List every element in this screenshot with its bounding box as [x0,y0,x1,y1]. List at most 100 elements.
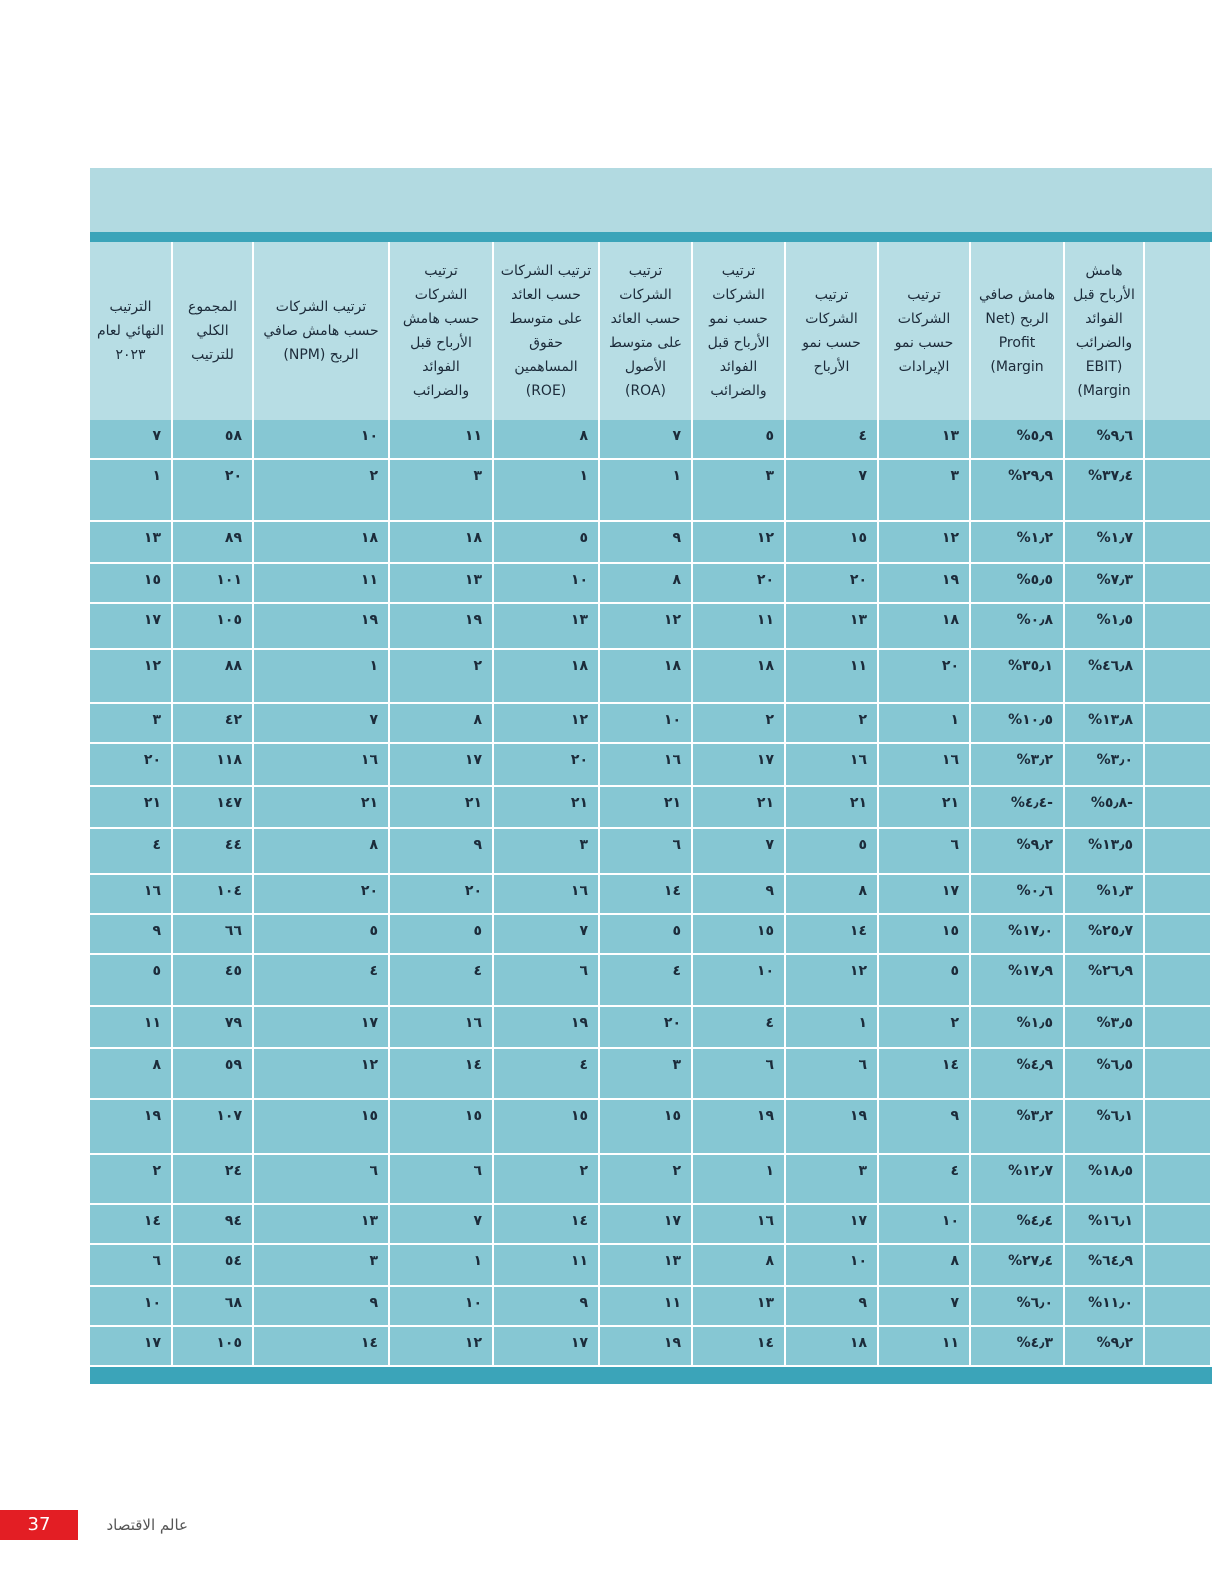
data-cell: ٤ [90,829,173,875]
data-cell: ٦ [693,1049,786,1100]
data-cell: ٢١ [879,787,971,829]
data-cell: ٢ [600,1155,693,1205]
data-cell: %١٫٥ [1065,604,1145,650]
data-cell: ١٥ [390,1100,494,1155]
cell-text: ١١ [143,1015,161,1031]
data-cell: ٦ [786,1049,879,1100]
data-cell: ٤ [786,420,879,460]
data-cell: ١ [390,1245,494,1287]
cell-text: %٤٦٫٨ [1088,658,1133,674]
cell-text: ١٤ [756,1335,774,1351]
cell-text: ١٥ [756,923,774,939]
data-cell: ٥٤ [173,1245,254,1287]
data-cell: ٧٩ [173,1007,254,1049]
cell-text: ٧ [672,428,681,444]
data-cell: ٨ [254,829,390,875]
data-cell: ١٨ [494,650,600,704]
data-cell: ١٢ [494,704,600,744]
cell-text: ٤ [152,837,161,853]
data-cell [1145,787,1212,829]
cell-text: ٩ [858,1295,867,1311]
data-cell: ٥ [879,955,971,1007]
cell-text: ١٦ [143,883,161,899]
data-cell: ٣ [494,829,600,875]
cell-text: ١٨ [360,530,378,546]
cell-text: ١٦ [464,1015,482,1031]
data-cell: ٢١ [90,787,173,829]
data-cell: ١٣ [494,604,600,650]
cell-text: ١٤ [849,923,867,939]
data-cell: ٢ [390,650,494,704]
data-cell: ٦ [494,955,600,1007]
cell-text: ١٨ [756,658,774,674]
data-cell: ٥٩ [173,1049,254,1100]
data-cell: ١٢ [786,955,879,1007]
cell-text: ١٩ [464,612,482,628]
data-cell: ١٧ [600,1205,693,1245]
data-cell: %٩٫٢ [971,829,1065,875]
cell-text: ٢١ [756,795,774,811]
cell-text: %١٨٫٥ [1088,1163,1133,1179]
cell-text: ٢٠ [941,658,959,674]
data-cell [1145,1287,1212,1327]
cell-text: ١٣ [143,530,161,546]
data-cell: ١ [786,1007,879,1049]
cell-text: ٢٠ [143,752,161,768]
data-cell: ٤٥ [173,955,254,1007]
cell-text: ١٧ [143,1335,161,1351]
cell-text: %٩٫٢ [1096,1335,1133,1351]
data-cell: ١٨ [254,522,390,564]
cell-text: ٢ [152,1163,161,1179]
cell-text: %٥٫٩ [1016,428,1053,444]
data-cell: ٧ [879,1287,971,1327]
data-cell: %١٫٧ [1065,522,1145,564]
data-cell: ١٧ [90,1327,173,1367]
cell-text: ٢ [765,712,774,728]
data-cell: %٢٩٫٩ [971,460,1065,522]
cell-text: ٦ [579,963,588,979]
page-number: 37 [0,1510,78,1540]
data-cell: ٢٠ [693,564,786,604]
data-cell: ١٩ [254,604,390,650]
cell-text: %١٣٫٨ [1088,712,1133,728]
cell-text: ١ [152,468,161,484]
cell-text: ١٣ [941,428,959,444]
data-cell: ١٦ [786,744,879,787]
cell-text: ١٢ [360,1057,378,1073]
cell-text: ١٤٧ [216,795,242,811]
data-cell: ١١ [879,1327,971,1367]
data-cell: ٤ [494,1049,600,1100]
cell-text: ٢١ [360,795,378,811]
data-cell: %٤٦٫٨ [1065,650,1145,704]
data-cell: ٢٠ [254,875,390,915]
cell-text: ٩ [579,1295,588,1311]
cell-text: ترتيب الشركات حسب العائد على متوسط الأصو… [608,263,683,399]
cell-text: ترتيب الشركات حسب هامش الأرباح قبل الفوا… [402,263,480,399]
data-cell: ٩ [254,1287,390,1327]
cell-text: %١٫٧ [1096,530,1133,546]
cell-text: ٩ [369,1295,378,1311]
data-cell: ٤ [254,955,390,1007]
data-cell: ٢٠ [786,564,879,604]
cell-text: ١١ [849,658,867,674]
data-cell: ١ [600,460,693,522]
cell-text: ١٤ [143,1213,161,1229]
data-cell: ٩ [693,875,786,915]
cell-text: ٩٤ [224,1213,242,1229]
data-cell: %٣٫٥ [1065,1007,1145,1049]
cell-text: ٦ [672,837,681,853]
data-cell: ١٦ [390,1007,494,1049]
cell-text: ١٧ [756,752,774,768]
data-cell [1145,915,1212,955]
cell-text: %٠٫٦ [1016,883,1053,899]
data-cell: ١٤ [90,1205,173,1245]
data-cell: ١٨ [786,1327,879,1367]
cell-text: ١٥ [360,1108,378,1124]
cell-text: %١٫٢ [1016,530,1053,546]
data-cell [1145,955,1212,1007]
cell-text: %١٧٫٩ [1008,963,1053,979]
cell-text: %٢٥٫٧ [1088,923,1133,939]
data-cell [1145,1049,1212,1100]
data-cell: ٢١ [786,787,879,829]
cell-text: ١٥ [941,923,959,939]
